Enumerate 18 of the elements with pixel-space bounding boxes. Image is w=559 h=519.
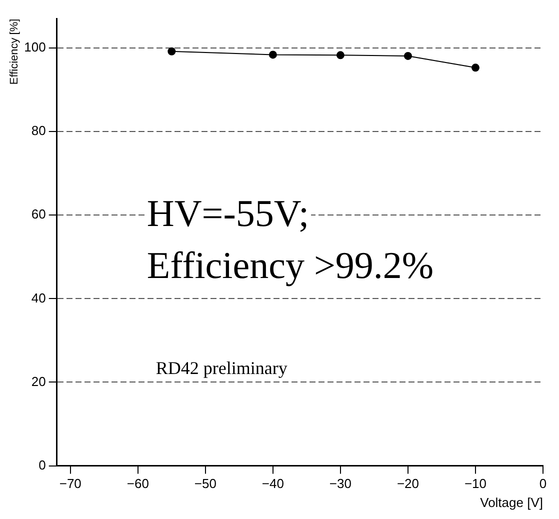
y-tick-label: 20 bbox=[31, 374, 46, 389]
x-tick-label: −20 bbox=[396, 476, 419, 492]
annotation: RD42 preliminary bbox=[156, 358, 288, 378]
y-tick-label: 0 bbox=[38, 457, 46, 472]
x-tick-label: −50 bbox=[194, 476, 216, 492]
x-tick-label: 0 bbox=[539, 476, 547, 492]
x-tick-label: −40 bbox=[262, 476, 284, 492]
x-tick-label: −30 bbox=[329, 476, 352, 492]
annotation: HV=-55V; Efficiency >99.2% bbox=[146, 192, 434, 287]
x-tick-label: −70 bbox=[59, 476, 82, 492]
y-axis-title: Efficiency [%] bbox=[8, 18, 21, 85]
x-tick-label: −10 bbox=[464, 476, 487, 492]
y-tick-label: 100 bbox=[24, 40, 46, 55]
x-tick-label: −60 bbox=[126, 476, 149, 492]
y-tick-label: 40 bbox=[31, 290, 46, 306]
y-tick-label: 80 bbox=[31, 123, 46, 138]
y-tick-label: 60 bbox=[31, 206, 46, 222]
x-axis-title: Voltage [V] bbox=[480, 494, 543, 510]
